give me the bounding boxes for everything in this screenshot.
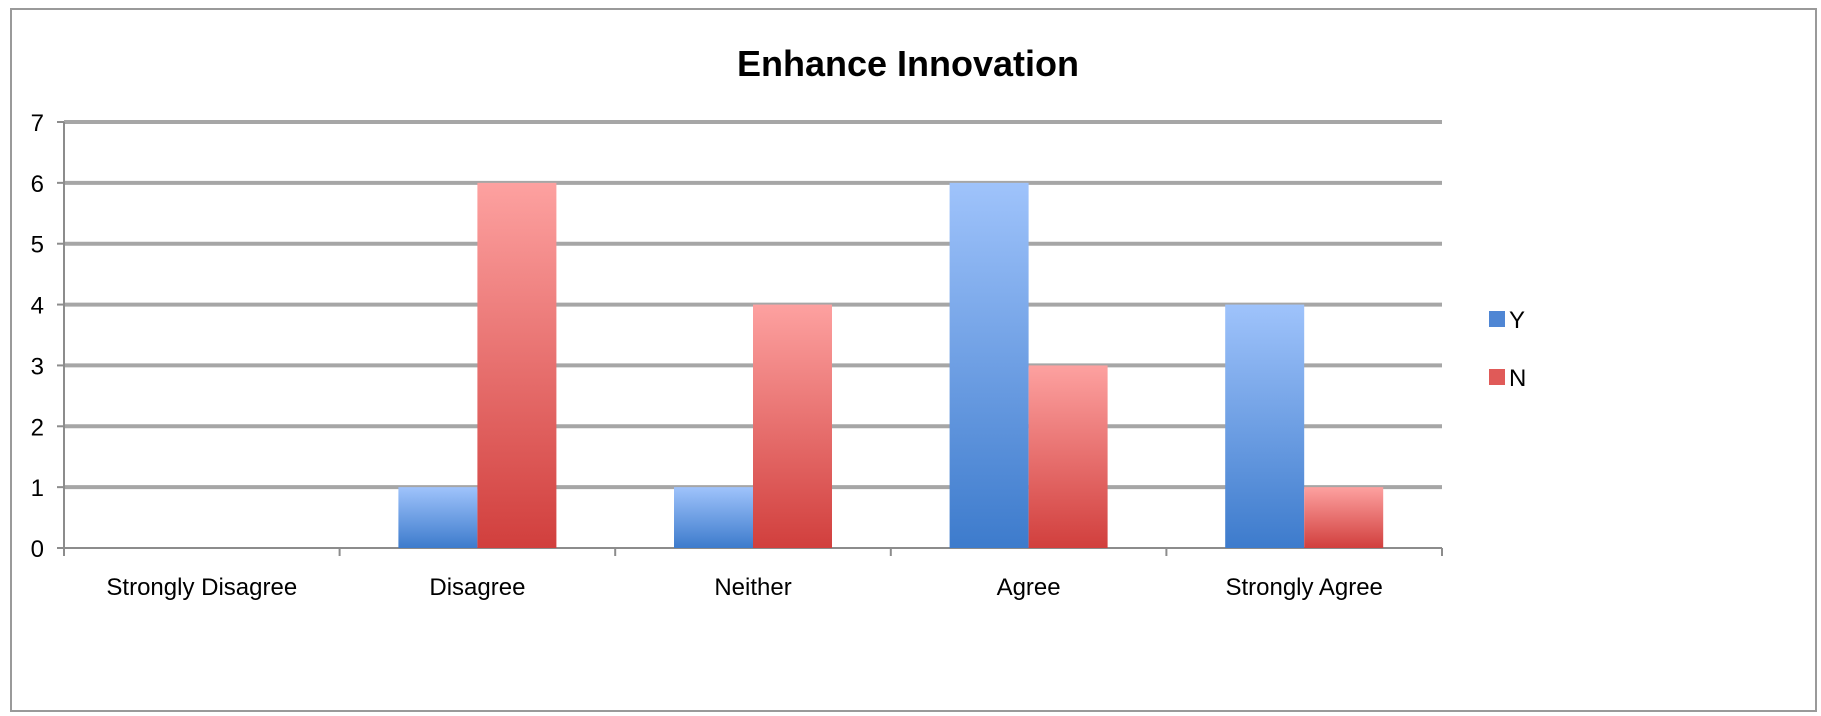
bar-n bbox=[753, 304, 832, 548]
y-tick-label: 0 bbox=[31, 536, 44, 563]
legend-swatch-y bbox=[1489, 311, 1505, 327]
y-tick-label: 3 bbox=[31, 353, 44, 380]
x-tick-label: Strongly Agree bbox=[1225, 574, 1382, 601]
y-tick-label: 6 bbox=[31, 171, 44, 198]
chart-frame: Enhance Innovation 0 1 2 3 4 5 6 7 Strongly Disa… bbox=[10, 8, 1817, 712]
bar-n bbox=[1028, 365, 1108, 548]
legend-label-y: Y bbox=[1509, 307, 1525, 334]
chart-title: Enhance Innovation bbox=[737, 43, 1079, 84]
x-tick-label: Disagree bbox=[429, 574, 525, 601]
bar-y bbox=[949, 182, 1029, 548]
plot-area: 0 1 2 3 4 5 6 7 Strongly Disagree Disagree Neither… bbox=[31, 110, 1443, 601]
bar-n bbox=[477, 182, 557, 548]
x-tick-label: Neither bbox=[714, 574, 791, 601]
y-tick-label: 1 bbox=[31, 475, 44, 502]
bar-n bbox=[1304, 487, 1384, 548]
legend-label-n: N bbox=[1509, 365, 1526, 392]
y-tick-label: 7 bbox=[31, 110, 44, 137]
bar-chart: Enhance Innovation 0 1 2 3 4 5 6 7 Strongly Disa… bbox=[31, 43, 1527, 601]
y-tick-label: 2 bbox=[31, 414, 44, 441]
bar-y bbox=[674, 487, 753, 548]
x-tick-label: Strongly Disagree bbox=[106, 574, 297, 601]
bar-y bbox=[398, 487, 478, 548]
x-tick-label: Agree bbox=[997, 574, 1061, 601]
legend: YN bbox=[1489, 307, 1526, 392]
legend-swatch-n bbox=[1489, 369, 1505, 385]
y-tick-label: 4 bbox=[31, 293, 44, 320]
bar-y bbox=[1225, 304, 1305, 548]
y-tick-label: 5 bbox=[31, 232, 44, 259]
